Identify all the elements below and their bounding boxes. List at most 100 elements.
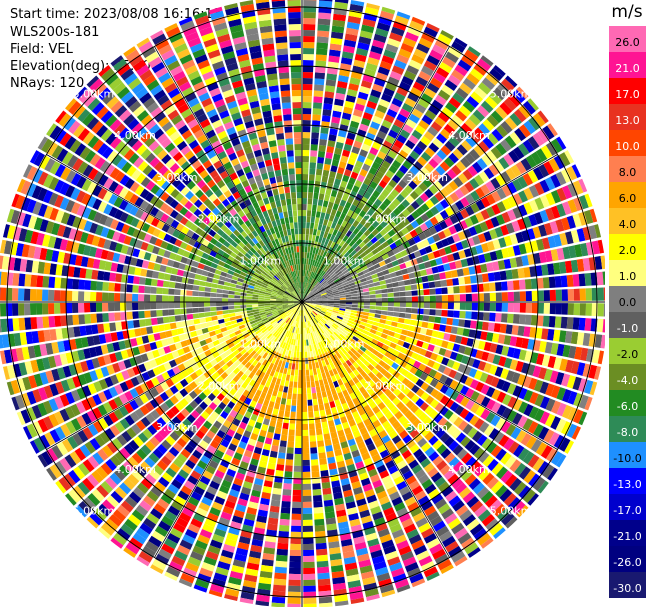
radar-gate xyxy=(243,449,253,458)
radar-gate xyxy=(211,283,218,289)
radar-gate xyxy=(340,538,353,547)
radar-gate xyxy=(193,255,202,263)
radar-gate xyxy=(274,572,287,580)
radar-gate xyxy=(313,186,320,194)
radar-gate xyxy=(594,366,602,380)
radar-gate xyxy=(162,309,169,317)
radar-gate xyxy=(340,416,348,424)
radar-gate xyxy=(405,307,412,314)
radar-gate xyxy=(396,86,409,97)
radar-gate xyxy=(309,320,313,327)
radar-gate xyxy=(464,49,479,62)
radar-gate xyxy=(288,381,294,388)
radar-gate xyxy=(20,197,31,212)
radar-gate xyxy=(495,313,502,323)
radar-gate xyxy=(18,362,28,376)
radar-gate xyxy=(232,339,240,346)
radar-gate xyxy=(303,295,308,301)
radar-gate xyxy=(187,278,195,285)
radar-gate xyxy=(392,225,401,234)
radar-gate xyxy=(322,332,328,339)
radar-gate xyxy=(314,512,324,520)
radar-gate xyxy=(51,341,60,354)
radar-gate xyxy=(24,303,31,316)
radar-gate xyxy=(307,307,313,312)
radar-gate xyxy=(334,329,341,336)
radar-gate xyxy=(261,423,269,432)
radar-gate xyxy=(229,363,237,371)
radar-gate xyxy=(302,186,308,193)
radar-gate xyxy=(356,366,364,374)
radar-gate xyxy=(348,282,356,287)
radar-gate xyxy=(449,351,458,361)
radar-gate xyxy=(163,250,172,259)
radar-gate xyxy=(0,319,2,333)
radar-gate xyxy=(303,531,314,538)
radar-gate xyxy=(398,179,408,189)
radar-gate xyxy=(419,269,428,277)
radar-gate xyxy=(518,401,529,414)
radar-gate xyxy=(323,284,330,289)
radar-gate xyxy=(277,291,284,295)
radar-gate xyxy=(319,310,326,314)
radar-gate xyxy=(294,321,297,328)
radar-gate xyxy=(303,303,308,308)
radar-gate xyxy=(174,289,181,296)
radar-gate xyxy=(94,368,104,380)
radar-gate xyxy=(556,387,567,401)
radar-gate xyxy=(30,288,37,301)
radar-gate xyxy=(217,280,225,286)
radar-gate xyxy=(367,387,375,396)
radar-gate xyxy=(54,426,66,440)
radar-gate xyxy=(309,441,317,448)
radar-gate xyxy=(375,170,385,180)
radar-gate xyxy=(327,303,334,306)
radar-gate xyxy=(264,307,271,310)
radar-gate xyxy=(482,118,495,132)
radar-gate xyxy=(338,74,349,83)
radar-gate xyxy=(377,193,386,203)
radar-gate xyxy=(537,303,544,314)
radar-gate xyxy=(255,362,262,369)
radar-gate xyxy=(404,260,413,268)
radar-gate xyxy=(153,263,161,272)
radar-gate xyxy=(401,208,411,218)
radar-gate xyxy=(303,315,306,322)
radar-gate xyxy=(302,501,312,508)
radar-gate xyxy=(275,316,281,321)
radar-gate xyxy=(352,397,360,406)
radar-gate xyxy=(84,302,91,313)
radar-gate xyxy=(355,134,365,144)
radar-gate xyxy=(429,49,443,61)
radar-gate xyxy=(213,434,223,444)
radar-gate xyxy=(536,238,545,251)
radar-gate xyxy=(578,273,586,287)
radar-gate xyxy=(323,97,334,105)
radar-gate xyxy=(435,338,443,347)
radar-gate xyxy=(277,542,289,550)
radar-gate xyxy=(396,480,408,491)
radar-gate xyxy=(312,489,322,496)
radar-gate xyxy=(375,302,382,306)
radar-gate xyxy=(292,307,297,313)
radar-gate xyxy=(364,221,372,229)
radar-gate xyxy=(472,235,481,245)
radar-gate xyxy=(316,205,322,212)
radar-gate xyxy=(238,441,247,450)
radar-gate xyxy=(229,283,237,288)
radar-gate xyxy=(352,335,359,342)
radar-gate xyxy=(451,114,464,126)
radar-gate xyxy=(466,338,474,347)
radar-gate xyxy=(374,485,385,494)
radar-gate xyxy=(271,357,277,364)
radar-gate xyxy=(182,360,191,369)
radar-gate xyxy=(150,317,158,326)
radar-gate xyxy=(36,289,43,301)
radar-gate xyxy=(216,415,226,425)
radar-gate xyxy=(288,299,295,302)
radar-gate xyxy=(407,357,416,366)
radar-gate xyxy=(114,486,128,499)
radar-gate xyxy=(263,399,270,407)
radar-gate xyxy=(323,231,329,239)
radar-gate xyxy=(234,308,241,313)
